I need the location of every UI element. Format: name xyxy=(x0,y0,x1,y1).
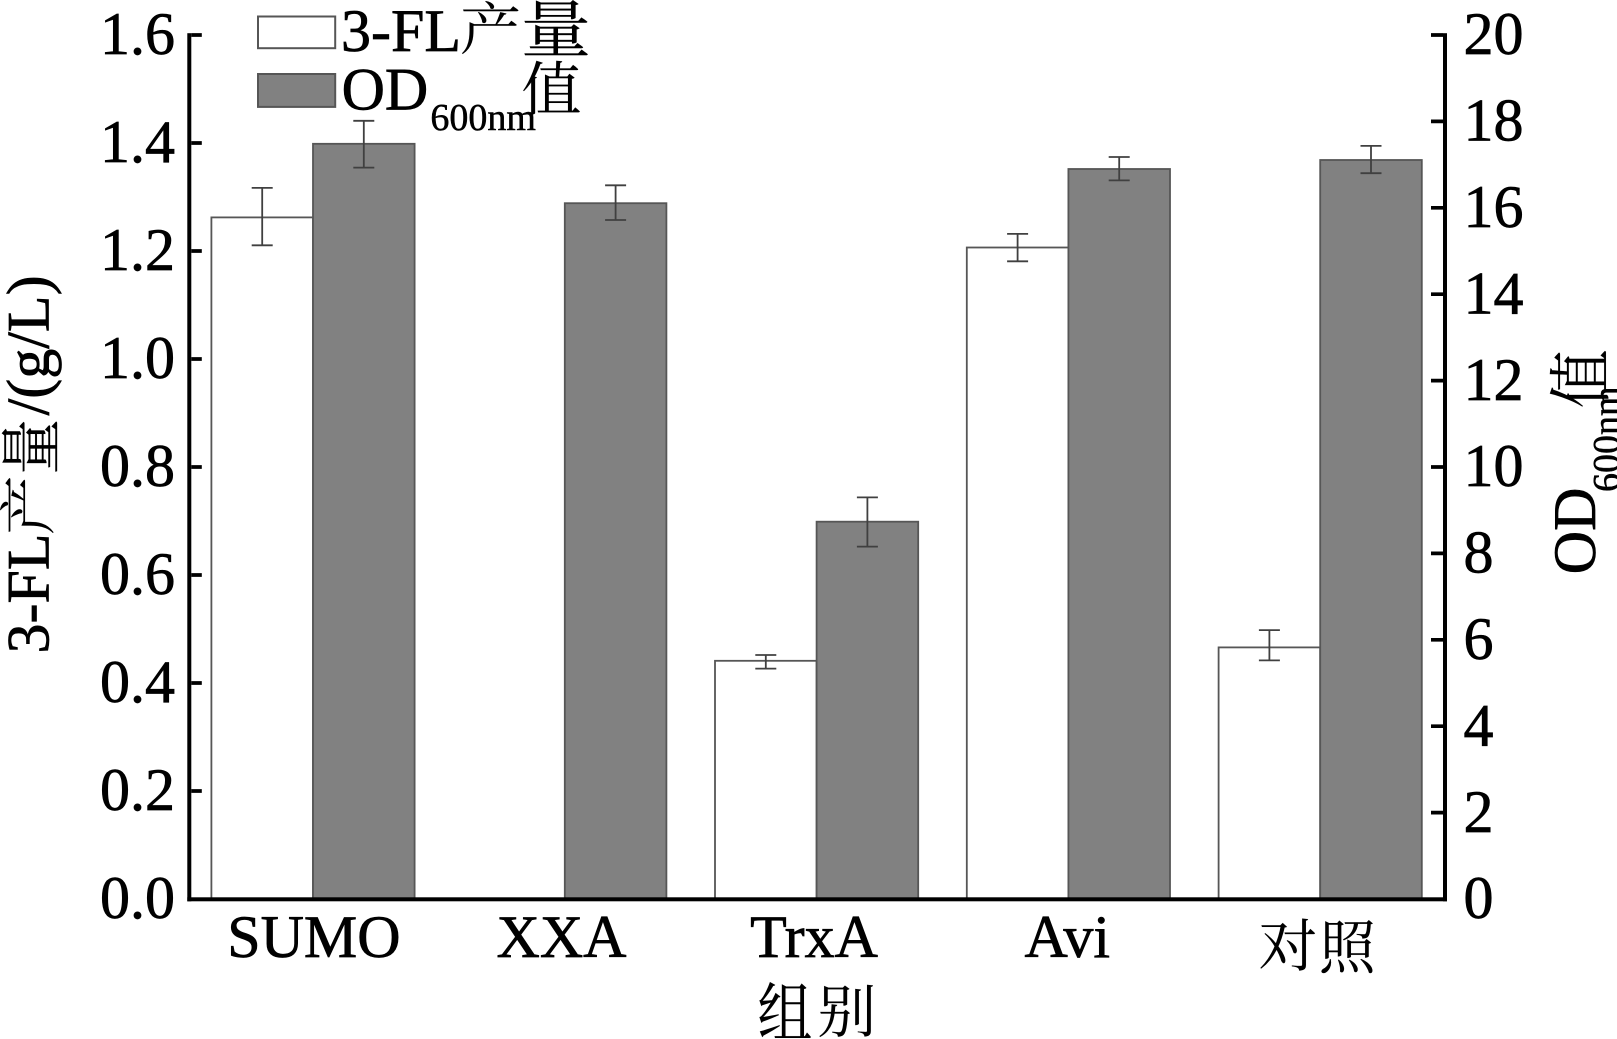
svg-text:600nm: 600nm xyxy=(430,97,536,139)
svg-text:16: 16 xyxy=(1464,174,1524,240)
svg-text:1.0: 1.0 xyxy=(100,325,175,391)
svg-text:1.4: 1.4 xyxy=(100,109,175,175)
svg-text:18: 18 xyxy=(1464,88,1524,154)
svg-text:OD: OD xyxy=(1542,488,1608,575)
svg-text:4: 4 xyxy=(1464,692,1494,758)
svg-text:12: 12 xyxy=(1464,347,1524,413)
svg-text:1.6: 1.6 xyxy=(100,1,175,67)
svg-text:2: 2 xyxy=(1464,779,1494,845)
svg-text:10: 10 xyxy=(1464,433,1524,499)
svg-text:20: 20 xyxy=(1464,1,1524,67)
svg-text:/(g/L): /(g/L) xyxy=(0,275,61,415)
svg-text:0: 0 xyxy=(1464,865,1494,931)
svg-text:0.0: 0.0 xyxy=(100,865,175,931)
svg-text:TrxA: TrxA xyxy=(750,904,878,970)
svg-text:0.8: 0.8 xyxy=(100,433,175,499)
svg-text:SUMO: SUMO xyxy=(227,904,400,970)
svg-text:3-FL: 3-FL xyxy=(0,534,61,654)
svg-text:8: 8 xyxy=(1464,520,1494,586)
svg-text:600nm: 600nm xyxy=(1586,386,1617,492)
svg-text:Avi: Avi xyxy=(1025,904,1111,970)
svg-text:14: 14 xyxy=(1464,260,1524,326)
svg-text:XXA: XXA xyxy=(497,904,627,970)
svg-text:6: 6 xyxy=(1464,606,1494,672)
svg-text:0.6: 0.6 xyxy=(100,541,175,607)
svg-text:1.2: 1.2 xyxy=(100,217,175,283)
svg-text:0.2: 0.2 xyxy=(100,757,175,823)
svg-text:OD: OD xyxy=(342,56,429,122)
svg-text:0.4: 0.4 xyxy=(100,649,175,715)
svg-text:3-FL: 3-FL xyxy=(341,0,461,64)
